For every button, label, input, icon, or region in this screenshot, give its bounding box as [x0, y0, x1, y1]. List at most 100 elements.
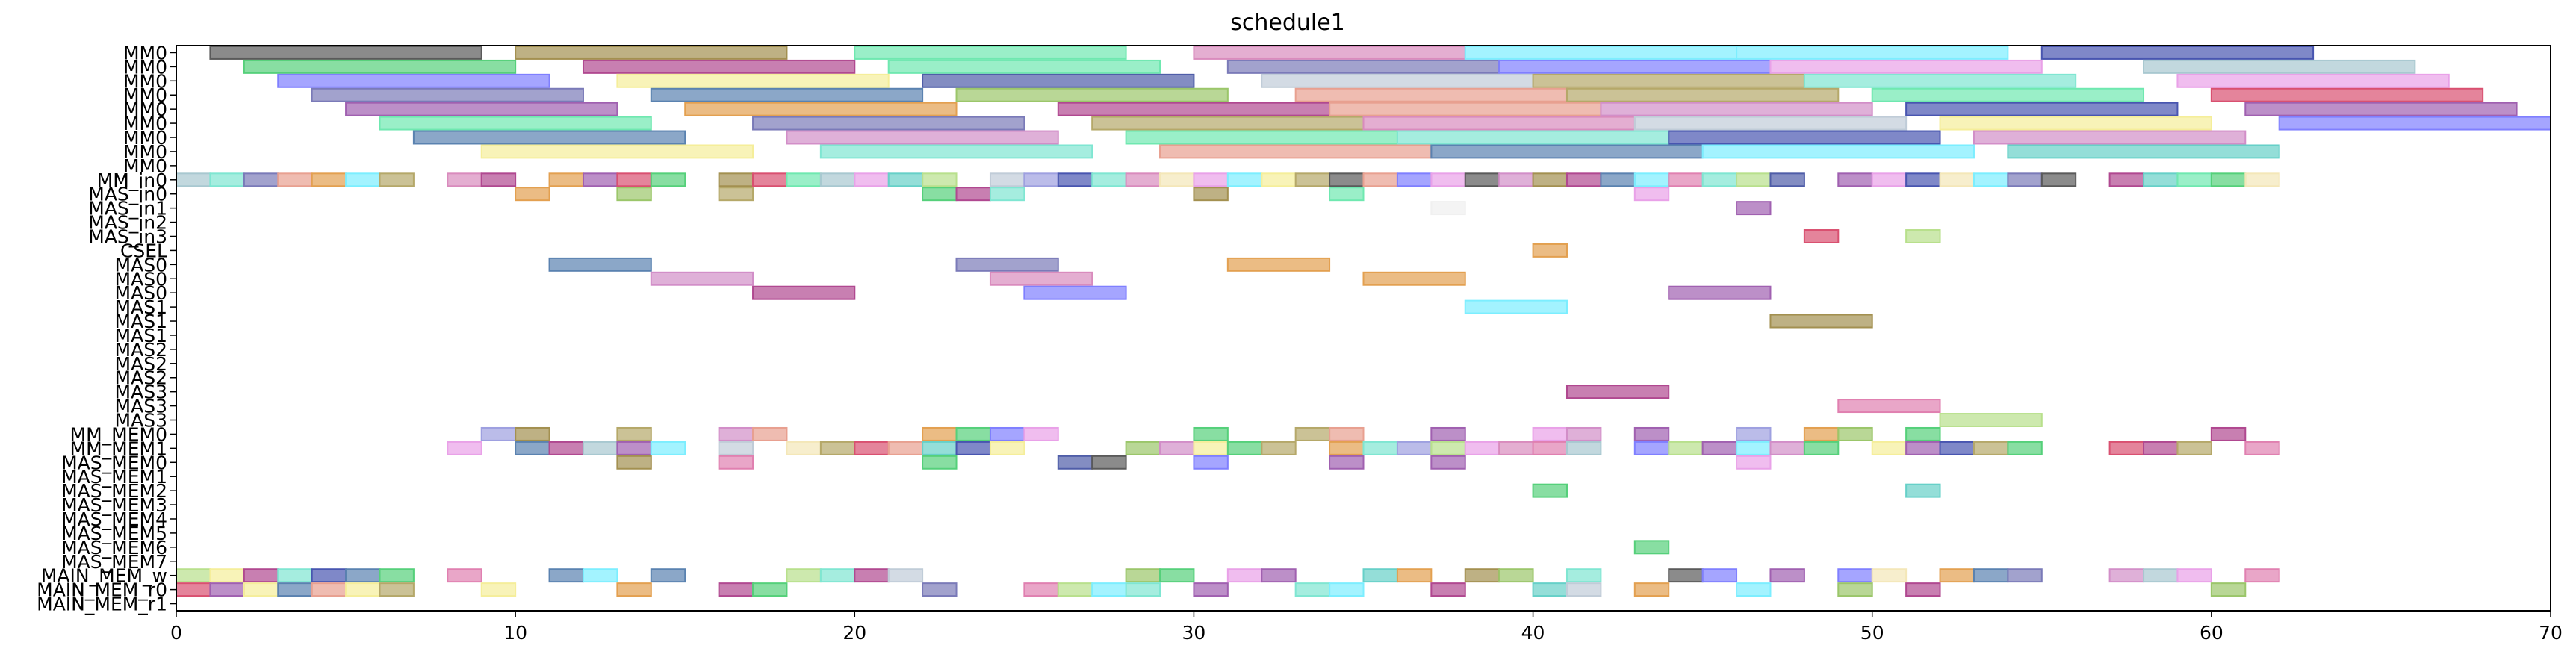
task-bar — [2210, 582, 2247, 597]
task-bar — [1837, 568, 1873, 583]
task-bar — [311, 582, 347, 597]
task-bar — [752, 582, 788, 597]
task-bar — [752, 172, 788, 187]
task-bar — [379, 116, 652, 131]
task-bar — [718, 172, 754, 187]
task-bar — [2108, 172, 2145, 187]
task-bar — [209, 582, 245, 597]
row-label: MM_MEM0 — [70, 423, 167, 445]
task-bar — [2040, 172, 2077, 187]
task-bar — [1803, 229, 1840, 243]
row-label: MAS3 — [115, 410, 167, 432]
task-bar — [2244, 568, 2280, 583]
task-bar — [2210, 426, 2247, 441]
task-bar — [1362, 172, 1398, 187]
task-bar — [1905, 229, 1941, 243]
task-bar — [922, 582, 958, 597]
task-bar — [2143, 172, 2179, 187]
row-label: MAS_MEM7 — [61, 551, 167, 573]
row-label: MAS_MEM4 — [61, 508, 167, 530]
task-bar — [345, 568, 381, 583]
task-bar — [1565, 582, 1602, 597]
row-label: MAS1 — [115, 296, 167, 318]
task-bar — [1193, 46, 1466, 60]
task-bar — [1736, 455, 1772, 470]
task-bar — [1329, 582, 1365, 597]
task-bar — [819, 568, 856, 583]
task-bar — [515, 46, 788, 60]
task-bar — [1091, 172, 1127, 187]
task-bar — [1125, 172, 1161, 187]
task-bar — [1023, 285, 1127, 300]
task-bar — [1464, 46, 1738, 60]
task-bar — [1159, 441, 1195, 455]
row-label: MAS_in1 — [88, 198, 167, 220]
task-bar — [1532, 483, 1568, 498]
task-bar — [616, 441, 652, 455]
task-bar — [1769, 314, 1873, 329]
task-bar — [1396, 441, 1433, 455]
task-bar — [650, 87, 924, 102]
task-bar — [887, 441, 924, 455]
task-bar — [718, 426, 754, 441]
row-label: MAS3 — [115, 382, 167, 403]
task-bar — [1362, 116, 1636, 131]
task-bar — [379, 568, 415, 583]
task-bar — [1633, 540, 1670, 555]
x-tick-label: 20 — [842, 622, 866, 644]
task-bar — [616, 73, 890, 88]
row-labels: MM0MM0MM0MM0MM0MM0MM0MM0MM0MM_in0MAS_in0… — [37, 42, 176, 615]
task-bar — [1498, 568, 1534, 583]
task-bar — [922, 172, 958, 187]
task-bar — [1261, 172, 1297, 187]
task-bar — [989, 441, 1025, 455]
task-bar — [1600, 102, 1873, 116]
task-bar — [650, 172, 686, 187]
row-label: CSEL — [120, 240, 167, 261]
task-bar — [1905, 102, 2179, 116]
task-bar — [786, 568, 822, 583]
task-bar — [1023, 582, 1059, 597]
task-bar — [1396, 172, 1433, 187]
task-bar — [1226, 257, 1331, 272]
task-bar — [1057, 455, 1093, 470]
task-bar — [1329, 102, 1602, 116]
task-bar — [582, 441, 618, 455]
row-label: MAS0 — [115, 268, 167, 290]
task-bar — [480, 582, 517, 597]
task-bar — [1091, 582, 1127, 597]
task-bar — [1701, 441, 1738, 455]
task-bar — [1464, 441, 1500, 455]
task-bar — [1871, 568, 1908, 583]
task-bar — [2007, 172, 2043, 187]
task-bar — [922, 455, 958, 470]
row-label: MM0 — [123, 127, 167, 149]
row-label: MAS1 — [115, 311, 167, 332]
row-label: MAS_MEM5 — [61, 523, 167, 544]
chart-title: schedule1 — [1230, 10, 1345, 36]
task-bar — [548, 568, 584, 583]
task-bar — [2244, 102, 2518, 116]
task-bar — [1091, 455, 1127, 470]
task-bar — [2143, 441, 2179, 455]
task-bar — [515, 426, 550, 441]
task-bar — [1633, 187, 1670, 202]
task-bar — [989, 172, 1025, 187]
task-bar — [2210, 87, 2484, 102]
task-bar — [480, 172, 517, 187]
task-bar — [616, 187, 652, 202]
task-bar — [243, 568, 279, 583]
task-bar — [1430, 441, 1466, 455]
task-bar — [1159, 144, 1433, 159]
task-bar — [582, 59, 856, 74]
task-bar — [2278, 116, 2552, 131]
task-bar — [176, 172, 211, 187]
task-bar — [1736, 46, 2009, 60]
task-bar — [1532, 441, 1568, 455]
task-bar — [1871, 172, 1908, 187]
task-bar — [1837, 582, 1873, 597]
row-label: MM0 — [123, 84, 167, 106]
task-bar — [1362, 441, 1398, 455]
task-bar — [1837, 426, 1873, 441]
